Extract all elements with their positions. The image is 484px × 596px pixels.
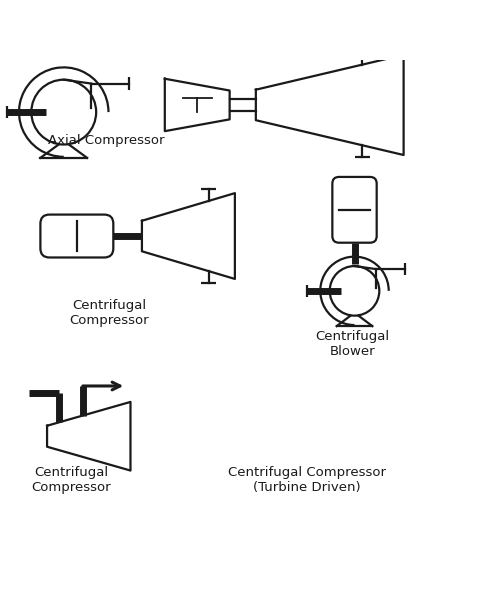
Text: Centrifugal
Blower: Centrifugal Blower bbox=[315, 330, 388, 358]
Text: Axial Compressor: Axial Compressor bbox=[48, 134, 165, 147]
Text: Centrifugal Compressor
(Turbine Driven): Centrifugal Compressor (Turbine Driven) bbox=[227, 466, 385, 494]
Text: Centrifugal
Compressor: Centrifugal Compressor bbox=[69, 299, 149, 327]
Text: Centrifugal
Compressor: Centrifugal Compressor bbox=[31, 466, 110, 494]
